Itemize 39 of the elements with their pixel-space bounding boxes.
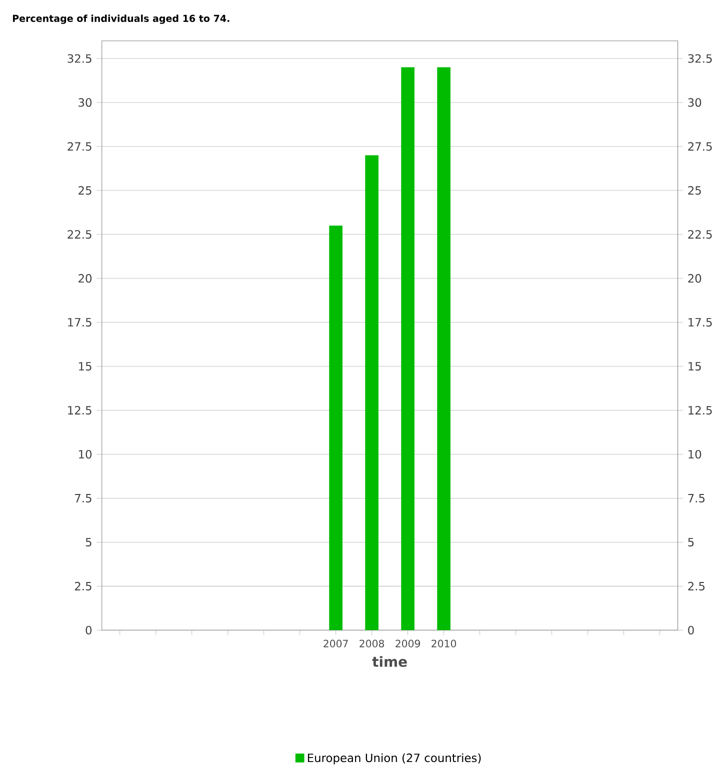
- x-axis-title: time: [372, 656, 408, 667]
- x-tick-label: 2010: [432, 640, 456, 648]
- y-tick-label: 10: [688, 450, 702, 459]
- bar: [329, 226, 343, 630]
- y-tick-label: 27.5: [688, 142, 712, 151]
- x-tick-label: 2007: [324, 640, 348, 648]
- y2-tick-label: 2.5: [75, 582, 92, 591]
- y2-tick-label: 10: [79, 450, 92, 459]
- y2-tick-label: 27.5: [68, 142, 92, 151]
- y-tick-label: 12.5: [688, 406, 712, 415]
- y2-tick-label: 30: [78, 98, 92, 107]
- y-tick-label: 25: [688, 186, 702, 195]
- y2-tick-label: 5: [86, 538, 92, 546]
- x-tick-label: 2008: [360, 640, 384, 648]
- y2-tick-label: 0: [86, 626, 92, 634]
- y2-tick-label: 15: [79, 362, 92, 371]
- y-tick-label: 20: [688, 274, 702, 283]
- y-tick-label: 22.5: [688, 230, 712, 239]
- y-tick-label: 15: [688, 362, 702, 371]
- y2-tick-label: 20: [78, 274, 92, 283]
- y-tick-label: 5: [688, 538, 694, 546]
- bar: [365, 155, 379, 630]
- y2-tick-label: 22.5: [68, 230, 92, 239]
- y2-tick-label: 25: [78, 186, 92, 195]
- y-tick-label: 32.5: [688, 54, 712, 63]
- y-tick-label: 0: [688, 626, 694, 634]
- bar: [437, 67, 451, 630]
- chart-title: Percentage of individuals aged 16 to 74.: [13, 14, 230, 24]
- y-tick-label: 17.5: [688, 318, 712, 327]
- y2-tick-label: 7.5: [75, 494, 92, 502]
- y-tick-label: 30: [688, 98, 702, 107]
- y2-tick-label: 12.5: [68, 406, 92, 415]
- y-tick-label: 2.5: [688, 582, 705, 591]
- bar: [401, 67, 415, 630]
- y-tick-label: 7.5: [688, 494, 705, 502]
- legend-label: European Union (27 countries): [308, 753, 481, 764]
- y2-tick-label: 17.5: [68, 318, 92, 327]
- x-tick-label: 2009: [396, 640, 420, 648]
- y2-tick-label: 32.5: [68, 54, 92, 63]
